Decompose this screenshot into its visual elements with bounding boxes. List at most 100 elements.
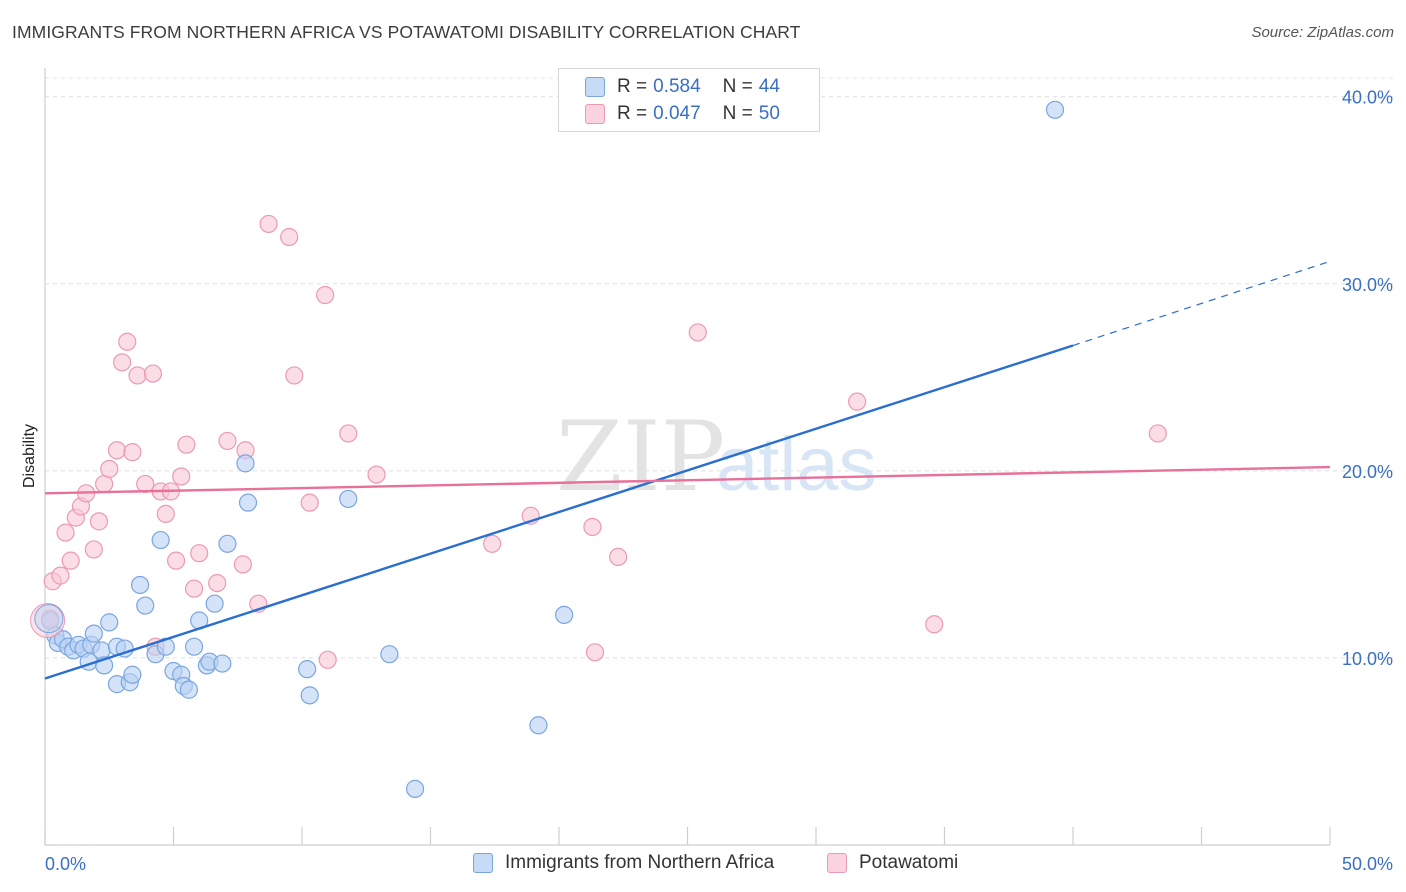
potawatomi-point — [688, 323, 707, 342]
immigrants-point — [100, 613, 119, 632]
source-label: Source: ZipAtlas.com — [1251, 24, 1394, 41]
potawatomi-point — [118, 332, 137, 351]
series-label-immigrants: Immigrants from Northern Africa — [505, 852, 775, 873]
immigrants-point — [298, 660, 317, 679]
immigrants-point — [339, 489, 358, 509]
legend-row-potawatomi: R = 0.047 N = 50 — [585, 101, 780, 127]
legend-r-label: R = — [617, 103, 648, 124]
legend-n-label: N = — [722, 103, 753, 124]
legend-swatch-pink — [585, 104, 605, 124]
potawatomi-point — [280, 227, 299, 247]
potawatomi-point — [925, 615, 944, 634]
potawatomi-point — [84, 540, 103, 559]
immigrants-point — [84, 624, 103, 643]
y-tick-label: 10.0% — [1342, 649, 1393, 669]
immigrants-point — [218, 534, 237, 553]
potawatomi-point — [483, 534, 502, 553]
potawatomi-point — [184, 579, 204, 598]
potawatomi-point — [848, 392, 867, 411]
chart-title: IMMIGRANTS FROM NORTHERN AFRICA VS POTAW… — [12, 22, 801, 42]
potawatomi-point — [177, 435, 196, 454]
potawatomi-point — [166, 551, 186, 570]
immigrants-point — [92, 641, 111, 660]
potawatomi-point — [190, 544, 209, 563]
immigrants-point — [123, 665, 142, 684]
x-tick-label-min: 0.0% — [45, 854, 86, 874]
potawatomi-point — [1148, 424, 1167, 443]
potawatomi-point — [285, 366, 304, 385]
y-tick-labels: 10.0% 20.0% 30.0% 40.0% — [1342, 88, 1393, 669]
potawatomi-point — [123, 443, 142, 462]
immigrants-point — [405, 779, 425, 798]
y-tick-label: 30.0% — [1342, 275, 1393, 295]
immigrants-point — [236, 454, 255, 473]
legend-r-value: 0.047 — [653, 103, 701, 124]
y-tick-label: 20.0% — [1342, 462, 1393, 482]
potawatomi-trend-line — [44, 465, 1331, 495]
potawatomi-point — [218, 431, 237, 451]
series-label-potawatomi: Potawatomi — [859, 852, 959, 873]
immigrants-point — [151, 530, 170, 550]
legend-n-value: 50 — [758, 103, 780, 124]
potawatomi-point — [233, 555, 252, 574]
legend-r-label: R = — [617, 76, 648, 97]
potawatomi-point — [107, 441, 127, 460]
immigrants-trend-line — [44, 344, 1074, 680]
immigrants-point — [1045, 100, 1065, 119]
potawatomi-point — [367, 465, 386, 484]
potawatomi-point — [208, 573, 227, 593]
potawatomi-point — [56, 523, 75, 542]
immigrants-points — [30, 100, 1065, 798]
legend-r-value: 0.584 — [653, 76, 701, 97]
trend-lines — [44, 260, 1331, 680]
potawatomi-point — [316, 285, 335, 305]
x-ticks — [44, 827, 1331, 845]
series-legend: Immigrants from Northern Africa Potawato… — [0, 852, 1406, 878]
potawatomi-point — [318, 650, 337, 669]
series-swatch-blue — [473, 853, 493, 873]
immigrants-point — [238, 493, 258, 512]
immigrants-trend-extension — [1072, 260, 1331, 347]
correlation-legend: R = 0.584 N = 44 R = 0.047 N = 50 — [558, 68, 820, 132]
legend-n-value: 44 — [758, 76, 780, 97]
immigrants-point — [529, 716, 548, 735]
immigrants-point — [136, 596, 155, 615]
watermark: ZIP atlas — [556, 401, 877, 513]
y-tick-label: 40.0% — [1342, 88, 1393, 108]
potawatomi-point — [89, 512, 109, 531]
watermark-zip: ZIP — [556, 401, 725, 513]
legend-swatch-blue — [585, 77, 605, 97]
x-tick-label-max: 50.0% — [1342, 854, 1393, 874]
potawatomi-point — [259, 214, 278, 234]
potawatomi-point — [300, 493, 319, 512]
immigrants-point — [555, 605, 574, 625]
potawatomi-points — [41, 214, 1167, 669]
potawatomi-point — [128, 366, 147, 385]
series-legend-potawatomi: Potawatomi — [827, 852, 958, 874]
series-legend-immigrants: Immigrants from Northern Africa — [473, 852, 774, 874]
potawatomi-point — [339, 424, 358, 443]
immigrants-point — [179, 680, 199, 699]
legend-n-label: N = — [722, 76, 753, 97]
potawatomi-point — [585, 643, 605, 662]
potawatomi-point — [609, 547, 628, 567]
immigrants-point — [184, 637, 204, 656]
immigrants-point — [205, 594, 224, 613]
potawatomi-point — [100, 459, 119, 479]
immigrants-point — [213, 654, 232, 673]
series-swatch-pink — [827, 853, 847, 873]
immigrants-point — [300, 686, 319, 705]
potawatomi-point — [112, 353, 132, 372]
potawatomi-point — [61, 551, 80, 570]
legend-row-immigrants: R = 0.584 N = 44 — [585, 74, 780, 100]
potawatomi-point — [583, 517, 602, 537]
immigrants-point — [130, 575, 150, 595]
potawatomi-point — [136, 474, 155, 494]
immigrants-point-large — [34, 604, 64, 634]
potawatomi-point — [51, 566, 70, 585]
potawatomi-point — [143, 364, 163, 383]
y-axis-label: Disability — [21, 424, 38, 488]
immigrants-point — [380, 645, 399, 664]
potawatomi-point — [156, 504, 175, 523]
